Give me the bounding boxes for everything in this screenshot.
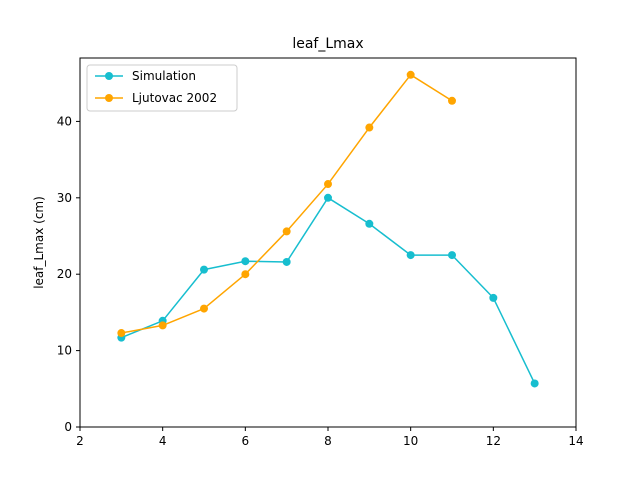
x-tick-label: 10 bbox=[403, 434, 418, 448]
legend-marker-ljutovac bbox=[105, 94, 113, 102]
data-point-simulation bbox=[365, 219, 374, 228]
y-tick-label: 20 bbox=[57, 267, 72, 281]
data-point-simulation bbox=[200, 265, 208, 274]
legend-marker-simulation bbox=[105, 72, 113, 80]
x-tick-label: 12 bbox=[486, 434, 501, 448]
data-point-ljutovac-2002 bbox=[241, 270, 250, 279]
data-point-ljutovac-2002 bbox=[158, 321, 167, 330]
data-point-simulation bbox=[448, 251, 456, 260]
y-tick-label: 0 bbox=[64, 420, 72, 434]
series-ljutovac-2002 bbox=[117, 70, 456, 338]
data-point-simulation bbox=[324, 193, 332, 202]
y-axis: 0 10 20 30 40 bbox=[57, 114, 80, 434]
data-point-simulation bbox=[282, 257, 291, 266]
data-point-simulation bbox=[489, 293, 498, 302]
x-tick-label: 6 bbox=[242, 434, 250, 448]
data-point-simulation bbox=[241, 257, 250, 266]
legend-label-simulation: Simulation bbox=[132, 69, 196, 83]
x-tick-label: 14 bbox=[568, 434, 583, 448]
y-tick-label: 30 bbox=[57, 191, 72, 205]
data-point-ljutovac-2002 bbox=[448, 96, 456, 105]
data-point-ljutovac-2002 bbox=[282, 227, 291, 236]
series-layer bbox=[117, 70, 539, 388]
y-axis-title: leaf_Lmax (cm) bbox=[32, 196, 46, 289]
chart-title: leaf_Lmax bbox=[292, 36, 363, 52]
legend: Simulation Ljutovac 2002 bbox=[86, 64, 238, 112]
y-tick-label: 10 bbox=[57, 344, 72, 358]
data-point-simulation bbox=[530, 379, 539, 388]
legend-box bbox=[86, 64, 238, 112]
data-point-ljutovac-2002 bbox=[200, 304, 208, 313]
data-point-ljutovac-2002 bbox=[365, 123, 374, 132]
y-tick-label: 40 bbox=[57, 114, 72, 128]
x-tick-label: 8 bbox=[324, 434, 332, 448]
data-point-simulation bbox=[406, 251, 415, 260]
legend-label-ljutovac: Ljutovac 2002 bbox=[132, 91, 217, 105]
x-tick-label: 4 bbox=[159, 434, 167, 448]
data-point-ljutovac-2002 bbox=[324, 180, 332, 189]
data-point-ljutovac-2002 bbox=[406, 70, 415, 79]
x-axis: 2 4 6 8 10 12 14 bbox=[76, 427, 584, 448]
x-tick-label: 2 bbox=[76, 434, 84, 448]
series-simulation bbox=[117, 193, 539, 388]
data-point-ljutovac-2002 bbox=[117, 329, 126, 338]
